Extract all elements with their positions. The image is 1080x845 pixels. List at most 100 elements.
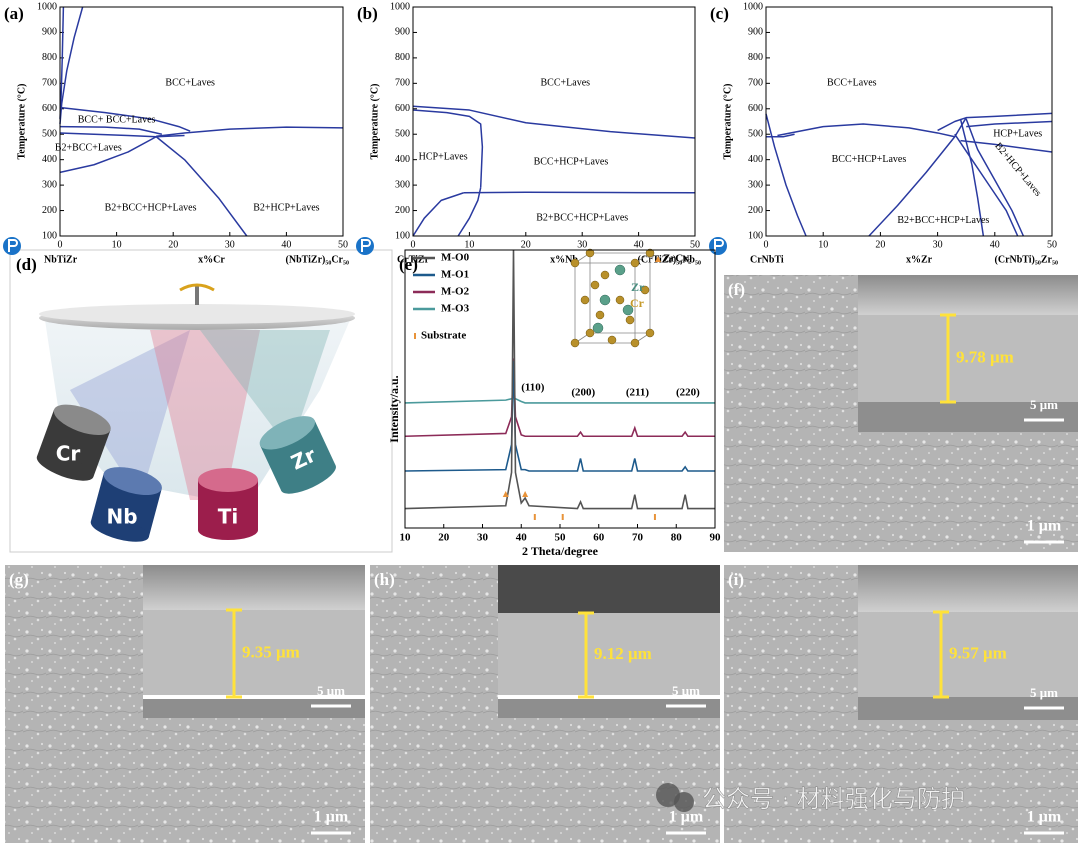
plot-frame <box>404 249 716 529</box>
y-tick-label: 1000 <box>390 1 410 12</box>
phase-region-label: HCP+Laves <box>993 129 1042 140</box>
y-tick-label: 900 <box>42 27 57 38</box>
logo <box>356 237 374 255</box>
x-tick-label: 50 <box>690 239 700 250</box>
x-tick-label: 20 <box>168 239 178 250</box>
target-label: Nb <box>106 505 137 529</box>
watermark: 公众号 · 材料强化与防护 <box>702 785 965 813</box>
phase-region-label: BCC+HCP+Laves <box>534 157 609 168</box>
y-tick-label: 1000 <box>743 1 763 12</box>
y-tick-label: 100 <box>42 230 57 241</box>
y-tick-label: 300 <box>395 179 410 190</box>
phase-boundary <box>59 125 163 135</box>
coating-cross-section <box>858 315 1078 402</box>
atom-cr <box>570 258 580 268</box>
legend-label: M-O0 <box>441 252 470 264</box>
phase-boundary <box>156 126 344 138</box>
xrd-pattern <box>404 396 715 404</box>
x-axis-title: x%Nb <box>550 254 578 265</box>
zrcr2-marker <box>522 491 529 497</box>
x-tick-label: 40 <box>516 532 528 544</box>
composition-right: (CrTiZr)₅₀Nb₅₀ <box>638 254 701 265</box>
scale-label: 1 μm <box>1027 518 1062 535</box>
x-tick-label: 10 <box>818 239 828 250</box>
rotation-arrow <box>179 283 215 292</box>
thickness-label: 9.57 μm <box>949 643 1007 662</box>
atom-cr <box>600 270 610 280</box>
x-tick-label: 0 <box>58 239 63 250</box>
atom-cr <box>645 248 655 258</box>
x-tick-label: 30 <box>933 239 943 250</box>
scale-label: 1 μm <box>314 809 349 826</box>
inset-top <box>498 565 720 613</box>
target-label: Cr <box>56 442 81 466</box>
x-tick-label: 50 <box>1047 239 1057 250</box>
panel-label: (g) <box>9 570 29 589</box>
ti-beam <box>150 330 260 500</box>
x-tick-label: 80 <box>671 532 683 544</box>
logo-mark <box>361 239 371 252</box>
substrate-marker <box>533 514 536 520</box>
inset-top <box>858 275 1078 315</box>
y-tick-label: 300 <box>42 179 57 190</box>
inset-scale-label: 5 μm <box>317 683 345 698</box>
y-axis-title: Intensity/a.u. <box>387 375 401 442</box>
y-tick-label: 600 <box>395 103 410 114</box>
substrate-marker <box>653 514 656 520</box>
x-tick-label: 10 <box>464 239 474 250</box>
x-tick-label: 30 <box>577 239 587 250</box>
x-tick-label: 50 <box>555 532 567 544</box>
y-tick-label: 900 <box>395 27 410 38</box>
target-cr <box>36 404 111 481</box>
composition-right: (NbTiZr)₅₀Cr₅₀ <box>286 254 349 265</box>
phase-boundary <box>965 118 1025 237</box>
watermark-icon <box>674 792 694 812</box>
target-ti <box>198 468 258 540</box>
coating-cross-section <box>143 610 365 697</box>
phase-region-label: BCC+HCP+Laves <box>832 154 907 165</box>
y-tick-label: 700 <box>395 78 410 89</box>
legend-label: ZrCr₂ <box>663 253 692 265</box>
phase-region-label: BCC+Laves <box>827 78 877 89</box>
phase-boundary <box>457 187 482 237</box>
phase-boundary <box>463 191 696 194</box>
atom-zr <box>622 304 634 316</box>
phase-region-label: B2+BCC+HCP+Laves <box>897 215 989 226</box>
phase-boundary <box>954 133 1019 237</box>
panel-label: (h) <box>374 570 395 589</box>
x-tick-label: 30 <box>477 532 489 544</box>
y-tick-label: 200 <box>748 205 763 216</box>
panel-label: (i) <box>728 570 744 589</box>
x-tick-label: 0 <box>411 239 416 250</box>
x-tick-label: 30 <box>225 239 235 250</box>
inset-bottom <box>498 697 720 718</box>
thickness-bar <box>226 608 242 699</box>
phase-boundary <box>412 192 465 237</box>
panel-label: (a) <box>4 4 24 23</box>
phase-boundary <box>966 120 1053 128</box>
phase-region-label: HCP+Laves <box>419 151 468 162</box>
phase-boundary <box>155 136 248 237</box>
x-tick-label: 70 <box>632 532 644 544</box>
legend-label: M-O1 <box>441 269 469 281</box>
phase-boundary <box>59 106 191 132</box>
nb-beam <box>70 330 190 500</box>
y-tick-label: 500 <box>42 129 57 140</box>
legend-zrcr2-marker <box>655 256 661 262</box>
phase-boundary <box>766 133 795 138</box>
phase-boundary <box>412 109 484 188</box>
schematic: Cr Nb Ti Zr (d) <box>9 249 393 553</box>
phase-boundary <box>960 139 1053 153</box>
panel-label: (c) <box>710 4 729 23</box>
phase-region-label: B2+BCC+HCP+Laves <box>105 202 197 213</box>
y-tick-label: 100 <box>395 230 410 241</box>
zrcr2-marker <box>502 491 509 497</box>
y-tick-label: 800 <box>42 52 57 63</box>
logo <box>3 237 21 255</box>
inset-scale-label: 5 μm <box>1030 685 1058 700</box>
peak-label: (220) <box>676 387 700 399</box>
legend-label: Substrate <box>421 330 466 342</box>
plot-frame <box>765 6 1053 237</box>
inset-top <box>143 565 365 610</box>
inset-bottom <box>143 697 365 718</box>
